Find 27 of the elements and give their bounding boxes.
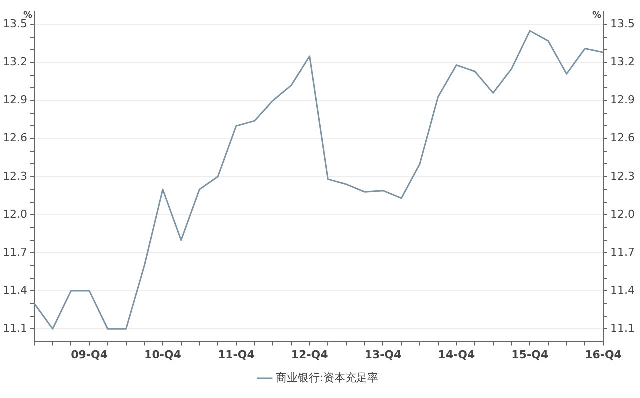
y-tick-label: 12.3 [2, 170, 28, 183]
y2-tick-label: 13.2 [610, 56, 636, 69]
y2-tick-label: 12.3 [610, 170, 636, 183]
y-tick-label: 11.7 [2, 246, 28, 259]
y2-tick-label: 13.5 [610, 18, 636, 31]
x-tick-label: 09-Q4 [71, 348, 108, 362]
y-tick-label: 11.1 [2, 322, 28, 335]
x-tick-label: 11-Q4 [218, 348, 256, 362]
y2-tick-label: 12.0 [610, 208, 636, 221]
x-tick-label: 14-Q4 [438, 348, 476, 362]
x-tick-label: 13-Q4 [364, 348, 402, 362]
y2-tick-label: 12.6 [610, 132, 636, 145]
y2-axis-title: % [592, 10, 602, 21]
x-tick-label: 12-Q4 [291, 348, 329, 362]
y-tick-label: 12.9 [2, 94, 28, 107]
x-tick-label: 10-Q4 [144, 348, 182, 362]
y2-tick-label: 11.7 [610, 246, 636, 259]
y-tick-label: 13.2 [2, 56, 28, 69]
legend-label: 商业银行:资本充足率 [276, 371, 379, 384]
y-tick-label: 12.0 [2, 208, 28, 221]
y2-tick-label: 12.9 [610, 94, 636, 107]
y-tick-label: 11.4 [2, 284, 28, 297]
y2-tick-label: 11.4 [610, 284, 636, 297]
y-tick-label: 12.6 [2, 132, 28, 145]
y2-tick-label: 11.1 [610, 322, 636, 335]
x-tick-label: 16-Q4 [585, 348, 622, 362]
x-tick-label: 15-Q4 [512, 348, 549, 362]
